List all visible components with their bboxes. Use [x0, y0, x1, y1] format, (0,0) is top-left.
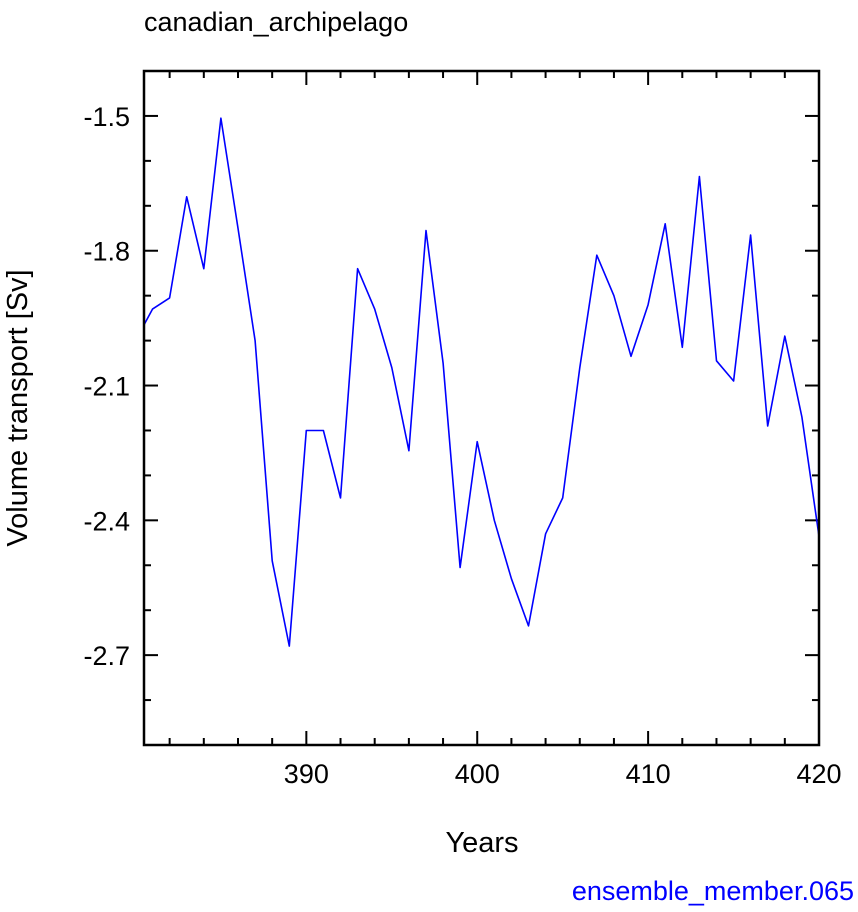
x-tick-label: 410 — [626, 759, 671, 789]
chart-title: canadian_archipelago — [144, 7, 408, 37]
ensemble-member-label: ensemble_member.065 — [572, 876, 854, 906]
x-tick-label: 420 — [796, 759, 841, 789]
y-tick-label: -1.8 — [83, 237, 130, 267]
series-line — [143, 117, 820, 647]
y-tick-label: -2.1 — [83, 372, 130, 402]
y-tick-label: -1.5 — [83, 102, 130, 132]
x-tick-label: 400 — [455, 759, 500, 789]
series-group — [143, 117, 820, 647]
y-tick-label: -2.4 — [83, 506, 130, 536]
tick-labels: 390 400 410 420 -1.5 -1.8 -2.1 -2.4 -2.7 — [83, 102, 841, 789]
plot-frame — [142, 69, 821, 747]
axis-ticks — [144, 71, 820, 745]
x-tick-label: 390 — [284, 759, 329, 789]
y-axis-label: Volume transport [Sv] — [2, 269, 34, 546]
x-axis-label: Years — [445, 827, 518, 859]
y-tick-label: -2.7 — [83, 641, 130, 671]
